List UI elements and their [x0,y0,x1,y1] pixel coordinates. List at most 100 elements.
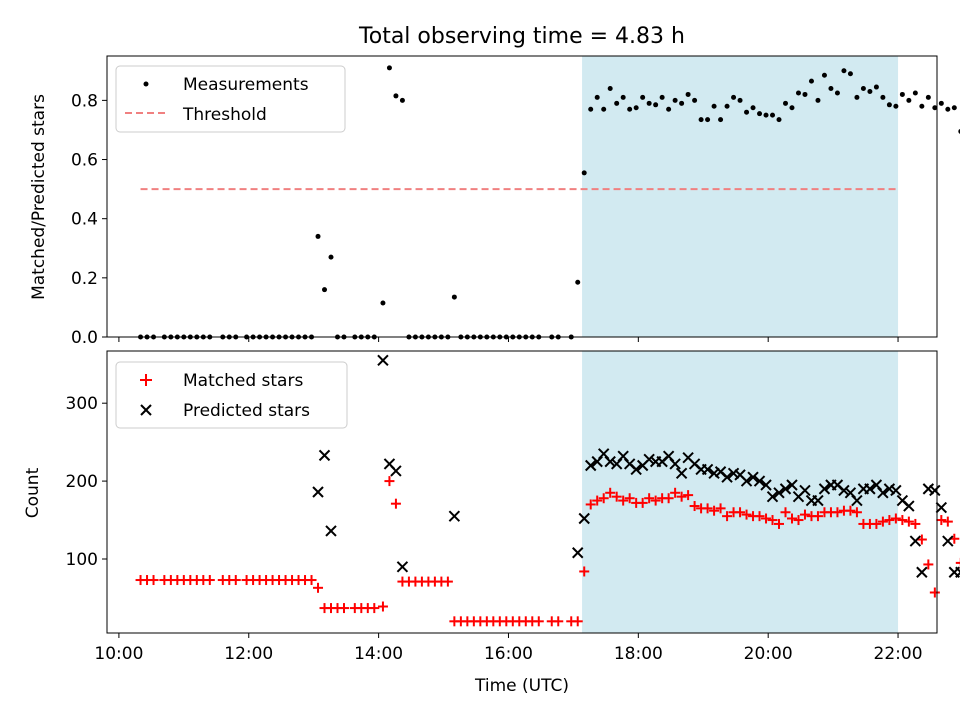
top-y-ticks: 0.0 0.2 0.4 0.6 0.8 [71,91,107,348]
measurement-point [906,97,912,103]
matched-star-point [812,511,823,522]
matched-star-point [585,499,596,510]
matched-star-point [722,511,733,522]
predicted-star-point [955,566,960,578]
matched-star-point [903,516,914,527]
matched-star-point [689,501,700,512]
predicted-star-point [799,484,811,497]
top-legend: Measurements Threshold [115,65,346,133]
measurement-point [607,86,613,92]
y-tick-label: 300 [66,394,98,414]
matched-star-point [624,493,635,504]
measurement-point [633,105,639,111]
measurement-point [711,103,717,109]
matched-star-point [715,503,726,514]
top-axes-frame [106,55,938,338]
matched-star-point [306,575,317,586]
predicted-star-point [903,500,915,512]
top-panel: 0.00.20.40.60.8 Matched/Predicted stars … [29,55,960,348]
legend-matched-label: Matched stars [183,371,303,391]
measurement-point [594,94,600,100]
predicted-star-point [312,486,324,498]
y-tick-label: 200 [66,472,98,492]
measurement-point [925,94,931,100]
measurement-point [899,91,905,97]
bottom-axes-frame [106,350,938,634]
predicted-star-point [630,463,642,476]
matched-star-point [572,616,583,627]
measurement-point [653,102,659,108]
legend-threshold-label: Threshold [182,105,267,125]
y-tick-label: 100 [66,550,98,570]
matched-star-point [670,487,681,498]
predicted-star-point [448,510,461,522]
x-tick-label: 20:00 [744,644,793,664]
matched-star-point [942,516,953,527]
measurement-point [718,117,724,123]
measurement-point [315,233,321,239]
predicted-star-point [766,490,779,503]
y-tick-label: 0.4 [71,210,98,230]
matched-star-point [936,515,947,526]
matched-star-point [663,493,674,504]
measurement-point [860,86,866,92]
predicted-star-point [669,458,681,470]
measurement-point [614,100,620,106]
matched-star-point [767,515,778,526]
predicted-star-point [942,535,954,547]
measurement-point [620,94,626,100]
measurement-point [666,106,672,112]
predicted-star-point [753,475,766,487]
x-tick-label: 12:00 [224,644,273,664]
predicted-star-point [740,475,753,487]
measurement-point [705,117,711,123]
bottom-legend: Matched stars Predicted stars [115,361,348,429]
predicted-star-point [396,561,409,573]
predicted-star-point [675,467,688,480]
matched-star-point [793,515,804,526]
matched-star-point [592,495,603,506]
matched-star-point [735,507,746,518]
legend-measurements-marker [143,81,149,87]
measurement-point [932,105,938,111]
top-x-ticks [118,337,899,342]
matched-star-point [533,616,544,627]
measurement-point [581,170,587,176]
matched-star-point [579,566,590,577]
matched-star-point [916,534,927,545]
predicted-star-point [318,449,331,462]
measurement-point [757,111,763,117]
matched-star-point [442,576,453,587]
y-tick-label: 0.6 [71,151,98,171]
bottom-x-ticks: 10:00 12:00 14:00 16:00 18:00 20:00 22:00 [94,633,923,664]
measurement-point [789,105,795,111]
measurement-point [750,105,756,111]
measurement-point [763,112,769,118]
matched-star-point [676,491,687,502]
measurement-point [951,105,957,111]
matched-star-point [709,505,720,516]
predicted-star-point [851,494,863,507]
measurement-point [880,94,886,100]
y-tick-label: 0.0 [71,328,98,348]
y-tick-label: 0.8 [71,91,98,111]
bottom-panel: 100 200 300 10:00 12:00 14:00 16:00 18:00 20:00… [23,350,960,696]
matched-star-point [877,516,888,527]
predicted-star-point [572,547,584,559]
measurement-point [328,254,334,260]
measurement-point [938,100,944,106]
predicted-star-point [721,471,733,483]
measurement-point [731,94,737,100]
matched-star-point [644,493,655,504]
predicted-star-point [838,484,850,497]
measurement-point [659,94,665,100]
y-tick-label: 0.2 [71,269,98,289]
measurement-point [399,97,405,103]
measurement-point [912,90,918,96]
matched-star-point [923,559,934,570]
measurement-point [873,84,879,90]
matched-star-point [611,491,622,502]
matched-star-point [799,509,810,520]
measurement-point [919,103,925,109]
matched-star-point [384,476,395,487]
